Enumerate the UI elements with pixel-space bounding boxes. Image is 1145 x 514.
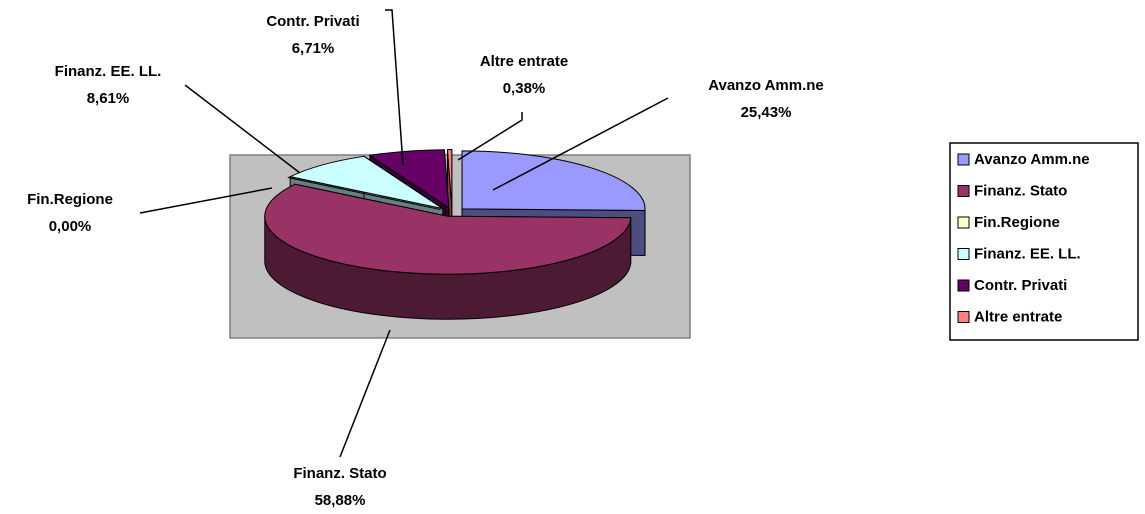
slice-top xyxy=(264,183,632,275)
slice-top xyxy=(446,149,453,208)
legend-label: Finanz. Stato xyxy=(974,182,1067,199)
data-label-name: Finanz. EE. LL. xyxy=(55,63,162,80)
slice-top xyxy=(288,155,444,210)
data-label: 58,88% xyxy=(315,492,366,509)
data-label-name: Altre entrate xyxy=(480,53,568,70)
data-label: 8,61% xyxy=(87,90,130,107)
leader-line xyxy=(339,329,391,458)
leader-line xyxy=(492,97,669,191)
data-label-name: Avanzo Amm.ne xyxy=(708,77,824,94)
leader-line xyxy=(457,112,523,161)
legend-label: Altre entrate xyxy=(974,308,1062,325)
legend-swatch xyxy=(957,185,970,197)
legend-label: Fin.Regione xyxy=(974,214,1060,231)
data-label-name: Contr. Privati xyxy=(266,13,359,30)
legend-swatch xyxy=(957,279,970,292)
leader-line xyxy=(184,84,301,174)
legend-swatch xyxy=(957,311,970,323)
data-label-name: Finanz. Stato xyxy=(293,465,386,482)
leader-line xyxy=(385,9,404,166)
data-label: 25,43% xyxy=(741,104,792,121)
legend-swatch xyxy=(957,248,970,260)
legend xyxy=(949,142,1139,341)
data-label: 0,00% xyxy=(49,218,92,235)
legend-swatch xyxy=(957,216,970,229)
slice xyxy=(264,183,632,320)
legend-label: Avanzo Amm.ne xyxy=(974,151,1090,168)
slice-top xyxy=(368,149,450,209)
data-label-name: Fin.Regione xyxy=(27,191,113,208)
slice-top xyxy=(461,150,646,211)
legend-label: Contr. Privati xyxy=(974,277,1067,294)
legend-swatch xyxy=(957,153,970,166)
data-label: 6,71% xyxy=(292,40,335,57)
data-label: 0,38% xyxy=(503,80,546,97)
legend-label: Finanz. EE. LL. xyxy=(974,245,1081,262)
leader-line xyxy=(139,187,273,214)
